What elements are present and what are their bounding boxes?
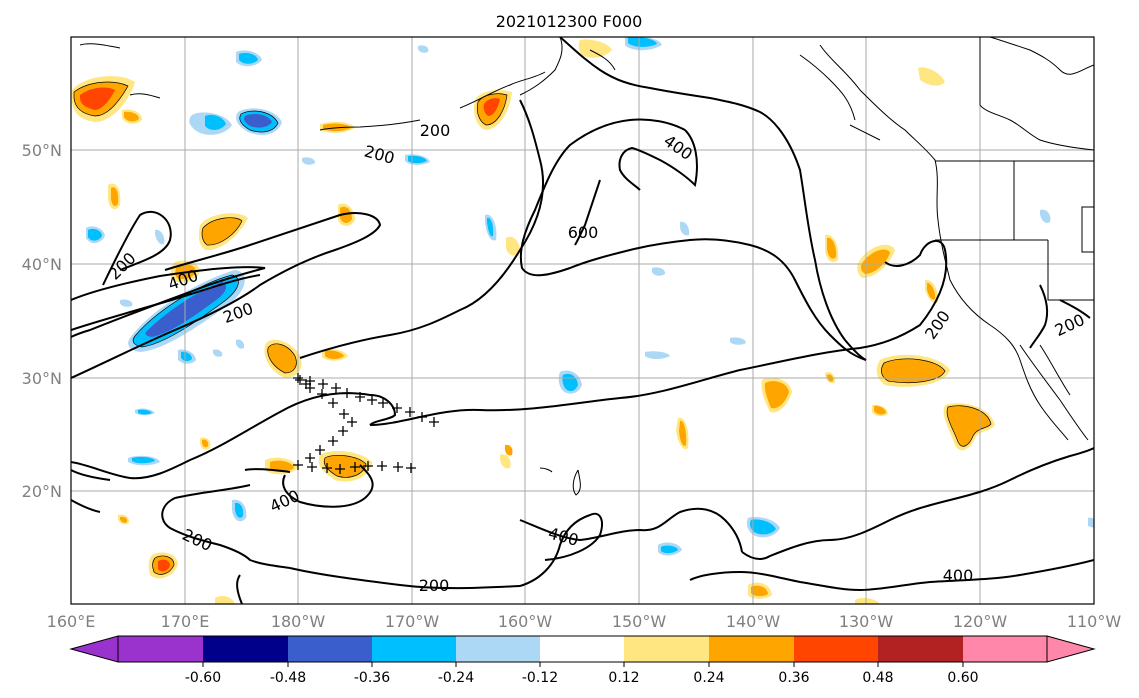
marker-cross [417, 412, 427, 422]
colorbar-tick-label: 0.48 [862, 670, 893, 686]
colorbar-segment [118, 636, 203, 662]
colorbar-tick-label: -0.48 [270, 670, 306, 686]
contour-label: 600 [568, 223, 599, 242]
anomaly-outlines [73, 81, 992, 575]
lon-label: 140°W [726, 612, 781, 631]
lon-label: 150°W [612, 612, 667, 631]
marker-cross [347, 417, 357, 427]
marker-cross [331, 383, 341, 393]
negative-anomaly-area [86, 37, 1094, 556]
colorbar-tick-label: -0.36 [354, 670, 390, 686]
marker-cross [293, 460, 303, 470]
lat-label: 20°N [22, 482, 62, 501]
marker-cross [305, 453, 315, 463]
colorbar-segment [963, 636, 1047, 662]
colorbar-segment [456, 636, 540, 662]
positive-anomaly-area [72, 39, 995, 604]
marker-cross [335, 464, 345, 474]
longitude-labels: 160°E 170°E 180°W 170°W 160°W 150°W 140°… [47, 612, 1122, 631]
lon-label: 180°W [271, 612, 326, 631]
marker-cross [318, 379, 328, 389]
contour-label: 200 [420, 121, 451, 140]
colorbar-tick-label: 0.12 [608, 670, 639, 686]
colorbar-segment [540, 636, 624, 662]
plot-title: 2021012300 F000 [496, 12, 643, 31]
marker-cross [293, 373, 303, 383]
marker-cross [367, 395, 377, 405]
lat-label: 40°N [22, 255, 62, 274]
marker-cross [363, 461, 373, 471]
colorbar-segment [288, 636, 372, 662]
colorbar-tick-label: 0.24 [693, 670, 724, 686]
marker-cross [315, 445, 325, 455]
marker-cross [350, 462, 360, 472]
colorbar-segment [709, 636, 794, 662]
marker-cross [317, 389, 327, 399]
marker-cross [392, 403, 402, 413]
marker-cross [378, 398, 388, 408]
colorbar-tick-label: -0.12 [522, 670, 558, 686]
lat-label: 30°N [22, 369, 62, 388]
colorbar-tick-label: -0.24 [438, 670, 474, 686]
marker-cross [328, 436, 338, 446]
marker-cross [295, 375, 305, 385]
lon-label: 120°W [953, 612, 1008, 631]
colorbar-tick-label: 0.36 [778, 670, 809, 686]
colorbar-tick-label: 0.60 [947, 670, 978, 686]
marker-cross [405, 407, 415, 417]
latitude-labels: 50°N 40°N 30°N 20°N [22, 141, 62, 501]
colorbar-max-extension [1046, 635, 1096, 663]
marker-cross [377, 461, 387, 471]
colorbar-segment [624, 636, 709, 662]
colorbar-frame [117, 635, 1048, 663]
lat-label: 50°N [22, 141, 62, 160]
marker-cross [429, 417, 439, 427]
marker-cross [307, 462, 317, 472]
lon-label: 170°W [385, 612, 440, 631]
marker-cross [406, 463, 416, 473]
marker-cross [328, 398, 338, 408]
contour-label: 400 [943, 566, 974, 585]
contour-lines [71, 37, 1094, 604]
contour-label: 200 [419, 576, 450, 595]
colorbar-segment [878, 636, 963, 662]
lon-label: 130°W [839, 612, 894, 631]
colorbar-segment [794, 636, 878, 662]
colorbar-tick-label: -0.60 [185, 670, 221, 686]
marker-cross [342, 388, 352, 398]
marker-crosses [293, 373, 439, 474]
lon-label: 160°E [47, 612, 96, 631]
colorbar-segment [372, 636, 456, 662]
marker-cross [322, 463, 332, 473]
marker-cross [338, 426, 348, 436]
lon-label: 170°E [161, 612, 210, 631]
marker-cross [393, 462, 403, 472]
grid-lines [71, 37, 1094, 604]
colorbar: -0.60 -0.48 -0.36 -0.24 -0.12 0.12 0.24 … [69, 635, 1096, 686]
colorbar-segment [203, 636, 288, 662]
marker-cross [339, 409, 349, 419]
marker-cross [301, 379, 311, 389]
plot-frame [70, 36, 1095, 605]
lon-label: 160°W [498, 612, 553, 631]
colorbar-min-extension [69, 635, 119, 663]
marker-cross [305, 383, 315, 393]
lon-label: 110°W [1067, 612, 1122, 631]
coastlines [79, 37, 1094, 496]
shaded-anomaly-areas [72, 37, 1094, 604]
marker-cross [355, 392, 365, 402]
